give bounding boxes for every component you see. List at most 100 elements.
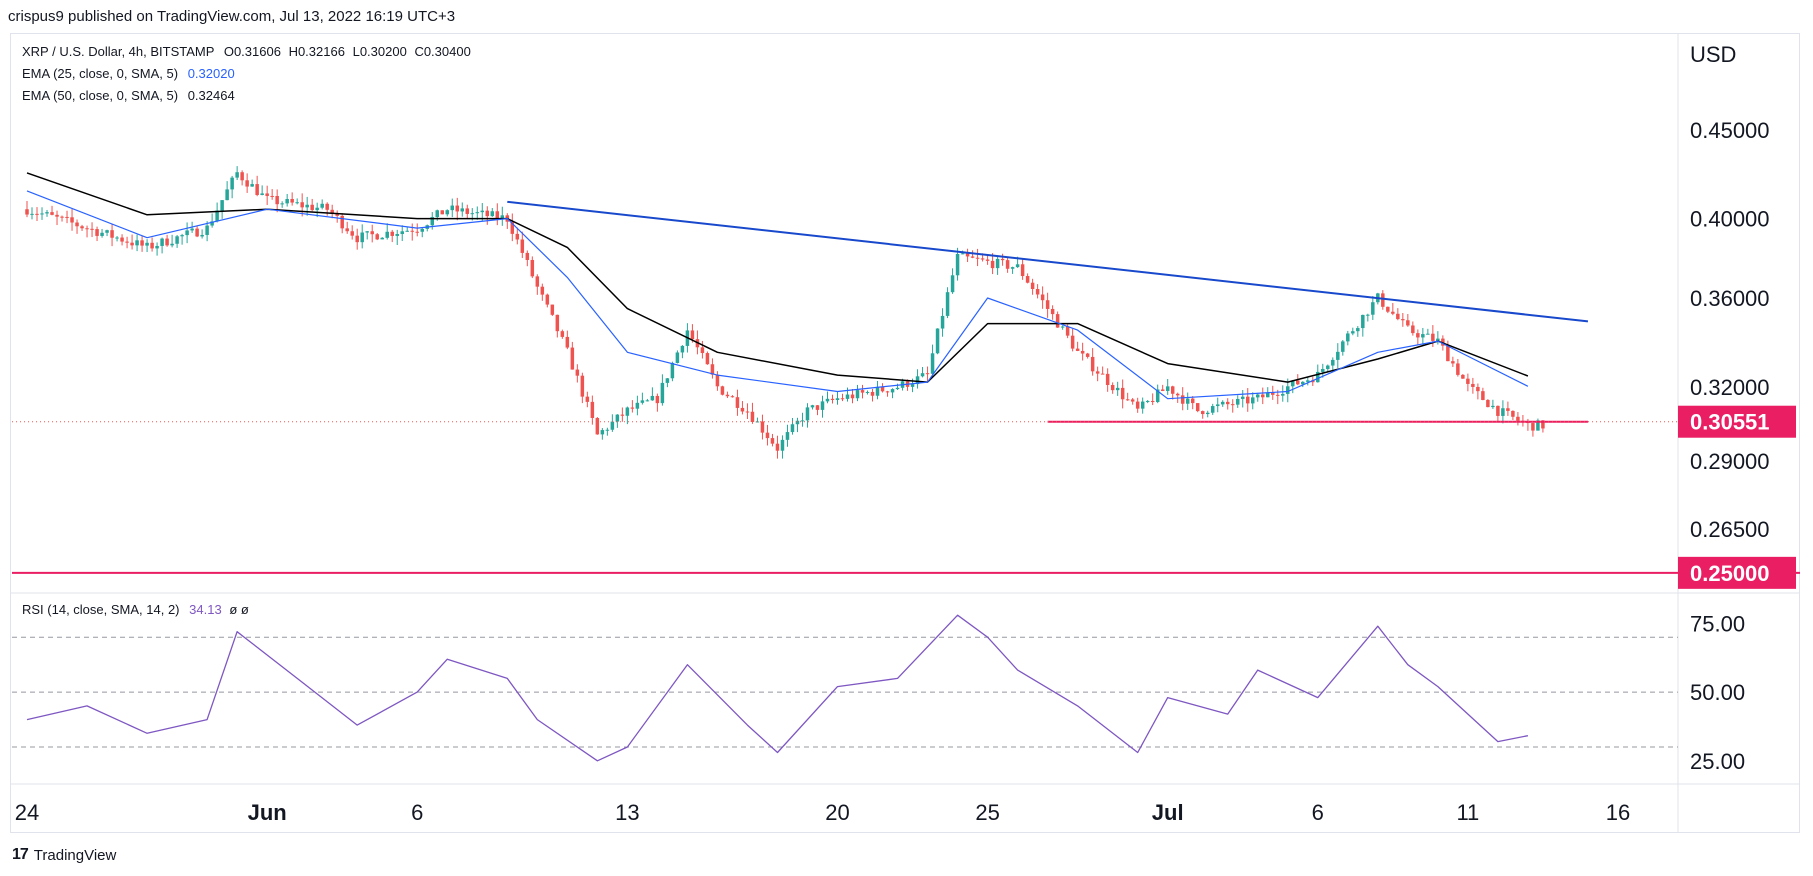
candle-down	[735, 397, 740, 408]
candle-up	[780, 439, 785, 451]
candle-down	[730, 396, 735, 398]
price-axis-tick-label: 0.40000	[1690, 207, 1770, 232]
candle-up	[790, 424, 795, 433]
candle-up	[210, 221, 214, 226]
candle-up	[145, 242, 149, 246]
candle-up	[280, 203, 284, 205]
candle-down	[485, 210, 490, 217]
time-axis-tick-label: Jun	[248, 800, 287, 825]
candle-down	[630, 407, 635, 409]
candle-down	[885, 391, 890, 393]
candle-down	[815, 405, 820, 410]
candle-up	[920, 373, 925, 377]
descending-trendline[interactable]	[507, 200, 1589, 323]
candle-up	[480, 210, 485, 213]
candle-down	[110, 230, 114, 238]
candle-up	[810, 405, 815, 408]
candle-down	[520, 239, 525, 253]
time-axis-tick-label: 6	[411, 800, 423, 825]
legend-ema25-row[interactable]: EMA (25, close, 0, SMA, 5) 0.32020	[22, 66, 235, 81]
candle-up	[230, 177, 234, 190]
candle-down	[1225, 401, 1230, 405]
candle-down	[1180, 395, 1185, 404]
candle-down	[340, 215, 344, 229]
candle-up	[1140, 401, 1145, 409]
candle-up	[1336, 351, 1340, 360]
rsi-line	[26, 614, 1529, 762]
legend-ema50-row[interactable]: EMA (50, close, 0, SMA, 5) 0.32464	[22, 88, 235, 103]
candle-down	[1511, 410, 1515, 417]
candle-down	[1471, 383, 1475, 387]
candle-down	[345, 228, 349, 232]
candle-down	[1381, 293, 1385, 307]
candle-down	[970, 256, 975, 258]
legend-rsi-row[interactable]: RSI (14, close, SMA, 14, 2) 34.13 ø ø	[22, 602, 249, 617]
time-axis-tick-label: 13	[615, 800, 639, 825]
candle-down	[1461, 374, 1465, 379]
candle-down	[545, 294, 550, 305]
candle-up	[365, 231, 369, 233]
candle-down	[620, 414, 625, 416]
price-axis-tick-label: 0.36000	[1690, 286, 1770, 311]
candle-up	[1341, 341, 1345, 352]
candle-down	[1396, 313, 1400, 320]
candle-up	[435, 210, 440, 218]
legend-open-label: O	[223, 44, 234, 59]
time-axis-tick-label: Jul	[1152, 800, 1184, 825]
footer-brand[interactable]: 17 TradingView	[12, 846, 116, 864]
candle-down	[150, 242, 154, 249]
candle-up	[1291, 380, 1295, 387]
candle-down	[775, 443, 780, 451]
candle-down	[330, 209, 334, 214]
candle-up	[755, 421, 760, 423]
candle-down	[1406, 320, 1410, 326]
candle-down	[1095, 371, 1100, 374]
candle-up	[250, 184, 254, 187]
candle-up	[1250, 397, 1255, 404]
candle-down	[270, 195, 274, 197]
candle-down	[455, 205, 460, 212]
candle-down	[1130, 399, 1135, 402]
candle-up	[445, 210, 450, 215]
candle-down	[860, 390, 865, 393]
candle-up	[995, 258, 1000, 269]
candle-up	[650, 395, 655, 401]
candle-up	[945, 292, 950, 316]
candle-up	[1306, 380, 1310, 382]
legend-ema50-value: 0.32464	[187, 88, 235, 103]
candle-up	[1331, 359, 1335, 366]
candle-down	[985, 259, 990, 261]
candle-up	[1301, 381, 1305, 385]
candle-down	[255, 184, 259, 195]
price-axis-tick-label: 0.29000	[1690, 449, 1770, 474]
candle-up	[180, 235, 184, 237]
candle-down	[440, 210, 445, 215]
candle-up	[1281, 393, 1285, 396]
candle-up	[955, 253, 960, 276]
candle-up	[795, 420, 800, 425]
candle-down	[85, 228, 89, 230]
candle-down	[1120, 387, 1125, 400]
candle-up	[910, 384, 915, 387]
candle-down	[350, 231, 354, 236]
candle-down	[690, 330, 695, 340]
candle-up	[175, 236, 179, 244]
candle-up	[200, 234, 204, 237]
candle-down	[1175, 393, 1180, 396]
candle-up	[820, 401, 825, 410]
candle-down	[390, 231, 394, 236]
candle-down	[590, 401, 595, 418]
legend-symbol-row: XRP / U.S. Dollar, 4h, BITSTAMP O0.31606…	[22, 44, 471, 59]
candle-down	[1411, 325, 1415, 334]
tradingview-logo-icon: 17	[12, 846, 29, 863]
candle-down	[570, 347, 575, 370]
candle-down	[745, 411, 750, 413]
candle-down	[1486, 399, 1490, 408]
candle-down	[1080, 350, 1085, 354]
candle-up	[615, 414, 620, 422]
candle-down	[1045, 300, 1050, 309]
candle-down	[725, 394, 730, 397]
candle-up	[1491, 405, 1495, 408]
candle-down	[1476, 386, 1480, 392]
